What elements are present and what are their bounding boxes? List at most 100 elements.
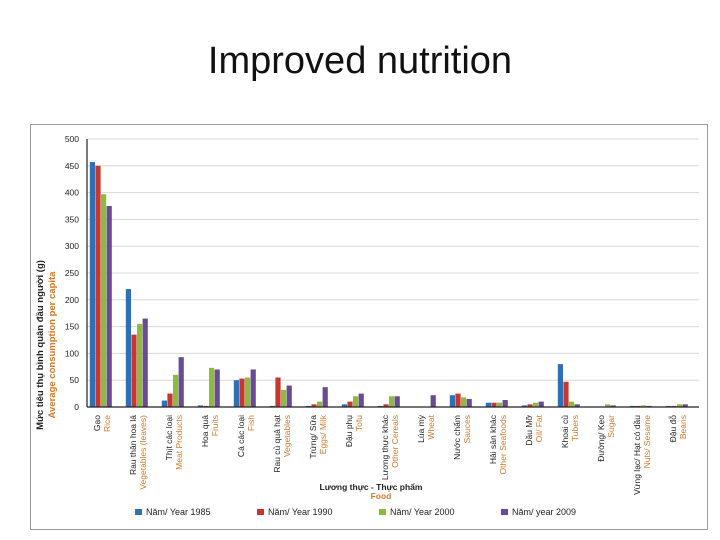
bar: [250, 369, 256, 407]
bar: [538, 401, 544, 407]
bar: [455, 393, 461, 407]
bar: [491, 402, 497, 407]
legend-swatch: [257, 509, 264, 515]
legend-entry: Năm/ year 2009: [512, 507, 576, 517]
x-tick-label-vi: Lúa mỳ: [416, 414, 426, 443]
x-tick-label-en: Wheat: [426, 414, 436, 439]
bar: [358, 393, 364, 407]
x-tick-label-vi: Lương thực khác: [380, 414, 390, 480]
x-tick-label-en: Nuts/ Sesame: [642, 415, 652, 469]
bar: [682, 404, 688, 407]
y-tick-label: 50: [70, 375, 80, 385]
x-tick-label-en: Vegetables (leaves): [138, 415, 148, 490]
y-tick-label: 400: [65, 188, 79, 198]
x-tick-label-en: Eggs/ Milk: [318, 414, 328, 454]
x-tick-label-vi: Đậu phụ: [344, 415, 354, 447]
bar: [557, 364, 563, 407]
bar: [485, 402, 491, 407]
x-tick-label-vi: Vừng lạc/ Hạt có dầu: [632, 415, 642, 495]
y-tick-label: 100: [65, 348, 79, 358]
bar: [383, 404, 389, 407]
bar: [563, 381, 569, 407]
legend-entry: Năm/ Year 1990: [268, 507, 333, 517]
x-tick-label-vi: Cá các loại: [236, 415, 246, 457]
bar: [574, 404, 580, 407]
y-tick-label: 500: [65, 134, 79, 144]
y-axis-label-en: Average consumption per capita: [47, 271, 58, 419]
bar: [317, 401, 323, 407]
x-tick-label-en: Beans: [678, 415, 688, 439]
bar-chart: 0 50 100 150 200 250 300 350 400 450 500 Gạo Rice Ra…: [35, 134, 699, 517]
x-tick-label-vi: Khoai củ: [560, 415, 570, 448]
bar: [137, 323, 143, 407]
bar: [605, 404, 611, 407]
x-tick-label-en: Fish: [246, 415, 256, 431]
legend-swatch: [501, 509, 508, 515]
bar: [161, 400, 167, 407]
bar: [106, 206, 112, 407]
y-tick-label: 300: [65, 241, 79, 251]
x-tick-label-vi: Hoa quả: [200, 415, 210, 447]
bars: [89, 162, 688, 407]
x-tick-label-vi: Trứng/ Sữa: [308, 415, 318, 459]
x-tick-label-vi: Thịt các loại: [164, 415, 174, 460]
bar: [286, 385, 292, 407]
y-tick-label: 350: [65, 214, 79, 224]
bar: [430, 395, 436, 407]
x-tick-labels: Gạo Rice Rau thân hoa lá Vegetables (leaves…: [92, 414, 688, 495]
bar: [89, 162, 95, 407]
bar: [461, 397, 467, 407]
legend-swatch: [379, 509, 386, 515]
x-tick-label-en: Fruits: [210, 415, 220, 436]
bar: [322, 387, 328, 407]
x-tick-label-vi: Hải sản khác: [488, 414, 498, 464]
chart-frame: 0 50 100 150 200 250 300 350 400 450 500 Gạo Rice Ra…: [30, 124, 708, 530]
legend: Năm/ Year 1985 Năm/ Year 1990 Năm/ Year 20…: [135, 507, 576, 517]
bar: [521, 405, 527, 407]
x-tick-label-en: Meat Products: [174, 415, 184, 470]
x-tick-label-en: Other Cereals: [390, 415, 400, 468]
y-tick-label: 0: [74, 402, 79, 412]
bar: [197, 405, 203, 407]
bar: [527, 404, 533, 407]
bar: [209, 367, 215, 407]
bar: [125, 289, 131, 407]
x-tick-label-en: Sugar: [606, 415, 616, 438]
bar: [311, 404, 317, 407]
legend-swatch: [135, 509, 142, 515]
bar: [347, 401, 353, 407]
x-tick-label-vi: Đường/ Kẹo: [596, 415, 606, 462]
x-tick-label-vi: Rau củ quả hạt: [272, 414, 282, 472]
bar: [353, 396, 359, 407]
bar: [239, 378, 245, 407]
bar: [101, 194, 107, 407]
bar: [167, 393, 173, 407]
bar: [341, 404, 347, 407]
x-tick-label-en: Tubers: [570, 415, 580, 441]
bar: [214, 369, 220, 407]
axes: 0 50 100 150 200 250 300 350 400 450 500: [65, 134, 699, 412]
bar: [178, 357, 184, 407]
legend-entry: Năm/ Year 2000: [390, 507, 455, 517]
y-tick-label: 450: [65, 161, 79, 171]
bar: [142, 318, 148, 407]
gridlines: [87, 138, 699, 408]
bar: [245, 377, 251, 407]
x-tick-label-vi: Gạo: [92, 415, 102, 431]
x-tick-label-vi: Đậu đỗ: [668, 415, 678, 443]
y-axis-label-vi: Mức tiêu thụ bình quân đầu người (g): [35, 260, 46, 430]
x-tick-label-en: Oil/ Fat: [534, 414, 544, 442]
x-tick-label-vi: Rau thân hoa lá: [128, 415, 138, 475]
bar: [569, 401, 575, 407]
bar: [466, 398, 472, 407]
x-tick-label-en: Tofu: [354, 415, 364, 431]
bar: [394, 396, 400, 407]
x-tick-label-en: Sauces: [462, 415, 472, 443]
x-tick-label-vi: Nước chấm: [452, 415, 462, 460]
bar: [533, 402, 539, 407]
bar: [610, 405, 616, 407]
bar: [173, 374, 179, 407]
bar: [131, 334, 137, 407]
x-tick-label-vi: Dầu Mỡ: [524, 415, 534, 446]
bar: [389, 396, 395, 407]
